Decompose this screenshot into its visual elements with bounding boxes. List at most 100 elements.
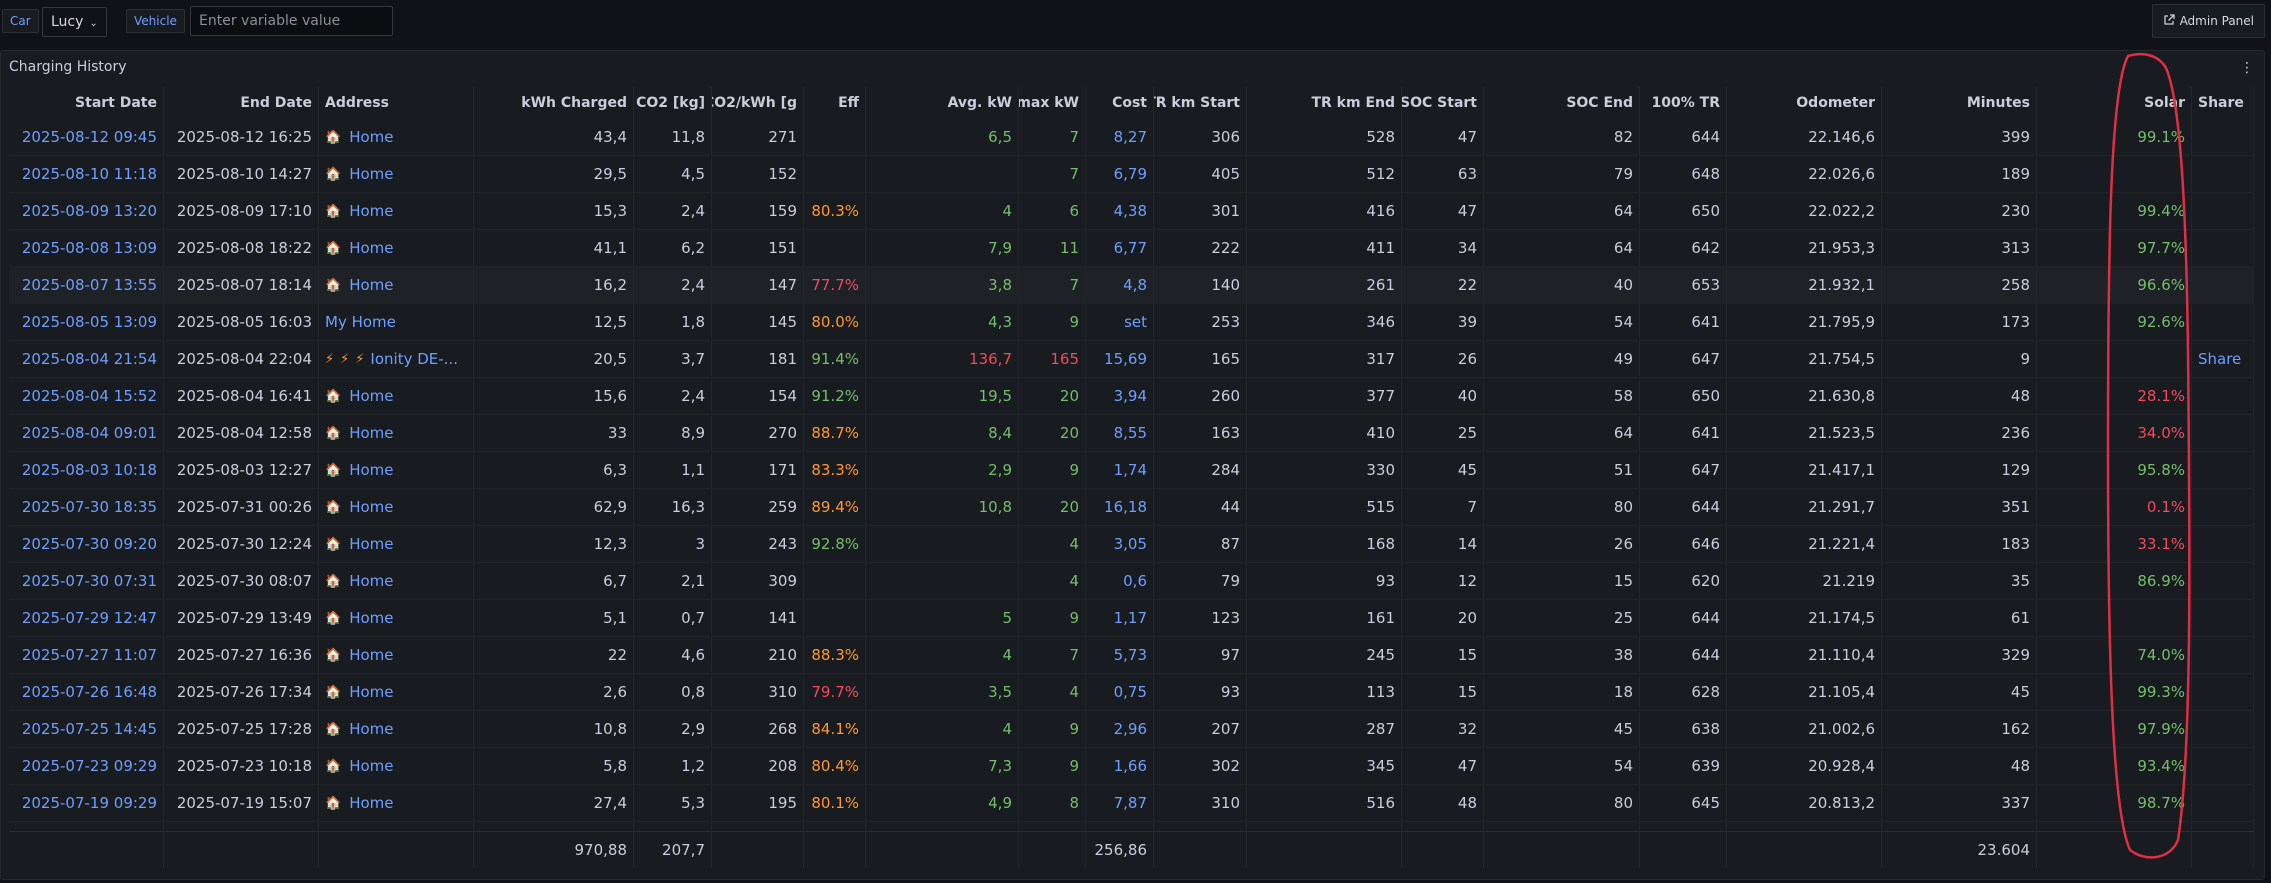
column-header-end-date[interactable]: End Date (164, 87, 319, 119)
address-link[interactable]: Home (349, 276, 394, 294)
cell-address[interactable]: ⚡ ⚡ ⚡ Ionity DE-... (319, 341, 474, 377)
cell-address[interactable]: 🏠Home (319, 119, 474, 155)
cell-start-date[interactable]: 2025-07-25 14:45 (9, 711, 164, 747)
table-row[interactable]: 2025-08-04 21:54 2025-08-04 22:04 ⚡ ⚡ ⚡ Ionit… (9, 341, 2254, 378)
cell-address[interactable]: 🏠Home (319, 526, 474, 562)
table-row[interactable]: 2025-07-30 18:35 2025-07-31 00:26 🏠 Home 62,… (9, 489, 2254, 526)
cell-start-date[interactable]: 2025-07-18 13:17 (9, 822, 164, 831)
column-header-cost[interactable]: Cost (1086, 87, 1154, 119)
cell-cost[interactable]: 1,66 (1086, 748, 1154, 784)
cell-start-date[interactable]: 2025-08-03 10:18 (9, 452, 164, 488)
table-row[interactable]: 2025-08-08 13:09 2025-08-08 18:22 🏠 Home 41,… (9, 230, 2254, 267)
address-link[interactable]: Home (349, 202, 394, 220)
cell-cost[interactable]: 3,94 (1086, 378, 1154, 414)
cell-start-date[interactable]: 2025-07-23 09:29 (9, 748, 164, 784)
cell-cost[interactable]: 8,55 (1086, 415, 1154, 451)
address-link[interactable]: Home (349, 609, 394, 627)
column-header-soc-start[interactable]: SOC Start (1402, 87, 1484, 119)
cell-start-date[interactable]: 2025-07-29 12:47 (9, 600, 164, 636)
table-row[interactable]: 2025-07-25 14:45 2025-07-25 17:28 🏠 Home 10,… (9, 711, 2254, 748)
table-row[interactable]: 2025-07-19 09:29 2025-07-19 15:07 🏠 Home 27,… (9, 785, 2254, 822)
cell-cost[interactable]: 16,18 (1086, 489, 1154, 525)
address-link[interactable]: Home (349, 794, 394, 812)
column-header-solar[interactable]: Solar (2037, 87, 2192, 119)
column-header-address[interactable]: Address (319, 87, 474, 119)
address-link[interactable]: Home (349, 683, 394, 701)
address-link[interactable]: Ionity DE-... (370, 350, 458, 368)
table-row[interactable]: 2025-08-03 10:18 2025-08-03 12:27 🏠 Home 6,3… (9, 452, 2254, 489)
table-row[interactable]: 2025-08-04 09:01 2025-08-04 12:58 🏠 Home 33 8… (9, 415, 2254, 452)
table-row[interactable]: 2025-08-10 11:18 2025-08-10 14:27 🏠 Home 29,… (9, 156, 2254, 193)
cell-address[interactable]: 🏠Home (319, 785, 474, 821)
address-link[interactable]: My Home (325, 313, 396, 331)
cell-start-date[interactable]: 2025-08-12 09:45 (9, 119, 164, 155)
column-header-co2-per-kwh[interactable]: CO2/kWh [g (712, 87, 804, 119)
cell-address[interactable]: 🏠Home (319, 822, 474, 831)
column-header-co2-kg[interactable]: CO2 [kg] (634, 87, 712, 119)
cell-address[interactable]: 🏠Home (319, 674, 474, 710)
cell-address[interactable]: 🏠Home (319, 637, 474, 673)
cell-start-date[interactable]: 2025-08-07 13:55 (9, 267, 164, 303)
table-row[interactable]: 2025-07-30 09:20 2025-07-30 12:24 🏠 Home 12,… (9, 526, 2254, 563)
column-header-max-kw[interactable]: max kW (1019, 87, 1086, 119)
column-header-full-tr[interactable]: 100% TR (1640, 87, 1727, 119)
table-row[interactable]: 2025-07-30 07:31 2025-07-30 08:07 🏠 Home 6,7… (9, 563, 2254, 600)
cell-start-date[interactable]: 2025-08-04 15:52 (9, 378, 164, 414)
cell-cost[interactable]: set (1086, 304, 1154, 340)
column-header-soc-end[interactable]: SOC End (1484, 87, 1640, 119)
table-body[interactable]: 2025-08-12 09:45 2025-08-12 16:25 🏠 Home 43,… (9, 119, 2254, 831)
column-header-kwh-charged[interactable]: kWh Charged (474, 87, 634, 119)
cell-address[interactable]: 🏠Home (319, 415, 474, 451)
column-header-odometer[interactable]: Odometer (1727, 87, 1882, 119)
cell-cost[interactable]: 6,77 (1086, 230, 1154, 266)
cell-cost[interactable]: 8,27 (1086, 119, 1154, 155)
vehicle-variable-input[interactable] (190, 6, 393, 36)
cell-cost[interactable]: 4,38 (1086, 193, 1154, 229)
cell-start-date[interactable]: 2025-07-30 18:35 (9, 489, 164, 525)
cell-start-date[interactable]: 2025-08-04 21:54 (9, 341, 164, 377)
cell-address[interactable]: 🏠Home (319, 193, 474, 229)
address-link[interactable]: Home (349, 535, 394, 553)
cell-cost[interactable]: 2,96 (1086, 711, 1154, 747)
cell-address[interactable]: 🏠Home (319, 600, 474, 636)
cell-address[interactable]: 🏠Home (319, 230, 474, 266)
cell-address[interactable]: 🏠Home (319, 489, 474, 525)
cell-start-date[interactable]: 2025-07-19 09:29 (9, 785, 164, 821)
cell-address[interactable]: My Home (319, 304, 474, 340)
cell-address[interactable]: 🏠Home (319, 563, 474, 599)
address-link[interactable]: Home (349, 757, 394, 775)
cell-address[interactable]: 🏠Home (319, 452, 474, 488)
cell-cost[interactable]: 5,73 (1086, 637, 1154, 673)
column-header-minutes[interactable]: Minutes (1882, 87, 2037, 119)
table-row[interactable]: 2025-08-04 15:52 2025-08-04 16:41 🏠 Home 15,… (9, 378, 2254, 415)
cell-cost[interactable]: 0,5 (1086, 822, 1154, 831)
cell-cost[interactable]: 4,8 (1086, 267, 1154, 303)
cell-start-date[interactable]: 2025-08-08 13:09 (9, 230, 164, 266)
table-row[interactable]: 2025-07-27 11:07 2025-07-27 16:36 🏠 Home 22 4… (9, 637, 2254, 674)
table-row[interactable]: 2025-08-05 13:09 2025-08-05 16:03 My Home 1… (9, 304, 2254, 341)
address-link[interactable]: Home (349, 498, 394, 516)
cell-address[interactable]: 🏠Home (319, 156, 474, 192)
table-row[interactable]: 2025-07-29 12:47 2025-07-29 13:49 🏠 Home 5,1… (9, 600, 2254, 637)
address-link[interactable]: Home (349, 720, 394, 738)
address-link[interactable]: Home (349, 646, 394, 664)
column-header-tr-km-start[interactable]: TR km Start (1154, 87, 1247, 119)
admin-panel-button[interactable]: Admin Panel (2151, 4, 2265, 38)
cell-cost[interactable]: 7,87 (1086, 785, 1154, 821)
table-row[interactable]: 2025-07-23 09:29 2025-07-23 10:18 🏠 Home 5,8… (9, 748, 2254, 785)
cell-cost[interactable]: 1,74 (1086, 452, 1154, 488)
cell-cost[interactable]: 3,05 (1086, 526, 1154, 562)
address-link[interactable]: Home (349, 461, 394, 479)
cell-share[interactable]: Share (2192, 341, 2254, 377)
cell-address[interactable]: 🏠Home (319, 711, 474, 747)
cell-cost[interactable]: 0,75 (1086, 674, 1154, 710)
address-link[interactable]: Home (349, 128, 394, 146)
address-link[interactable]: Home (349, 165, 394, 183)
cell-start-date[interactable]: 2025-08-10 11:18 (9, 156, 164, 192)
cell-cost[interactable]: 6,79 (1086, 156, 1154, 192)
column-header-start-date[interactable]: Start Date (9, 87, 164, 119)
table-row[interactable]: 2025-08-09 13:20 2025-08-09 17:10 🏠 Home 15,… (9, 193, 2254, 230)
column-header-share[interactable]: Share (2192, 87, 2254, 119)
table-row[interactable]: 2025-07-26 16:48 2025-07-26 17:34 🏠 Home 2,6… (9, 674, 2254, 711)
cell-address[interactable]: 🏠Home (319, 748, 474, 784)
